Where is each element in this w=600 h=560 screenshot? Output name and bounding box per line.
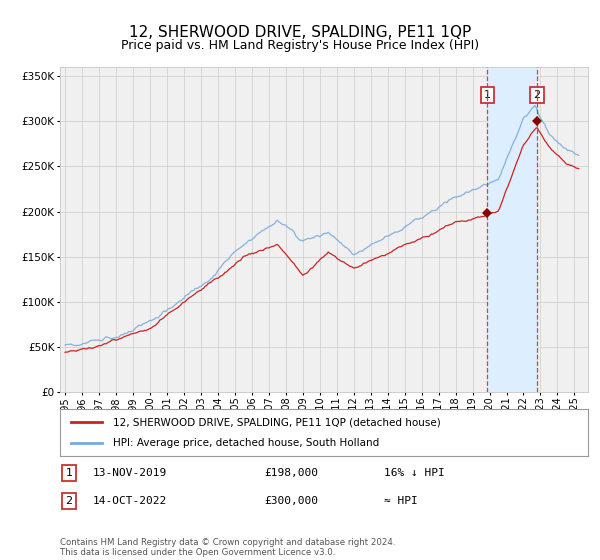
Text: 2: 2 <box>533 90 541 100</box>
Text: Contains HM Land Registry data © Crown copyright and database right 2024.
This d: Contains HM Land Registry data © Crown c… <box>60 538 395 557</box>
Text: 14-OCT-2022: 14-OCT-2022 <box>93 496 167 506</box>
Text: 12, SHERWOOD DRIVE, SPALDING, PE11 1QP: 12, SHERWOOD DRIVE, SPALDING, PE11 1QP <box>129 25 471 40</box>
Text: £300,000: £300,000 <box>264 496 318 506</box>
Text: ≈ HPI: ≈ HPI <box>384 496 418 506</box>
Text: HPI: Average price, detached house, South Holland: HPI: Average price, detached house, Sout… <box>113 438 379 448</box>
Text: 12, SHERWOOD DRIVE, SPALDING, PE11 1QP (detached house): 12, SHERWOOD DRIVE, SPALDING, PE11 1QP (… <box>113 417 440 427</box>
Text: 2: 2 <box>65 496 73 506</box>
Text: Price paid vs. HM Land Registry's House Price Index (HPI): Price paid vs. HM Land Registry's House … <box>121 39 479 52</box>
Text: 13-NOV-2019: 13-NOV-2019 <box>93 468 167 478</box>
Bar <box>487 67 537 392</box>
Text: £198,000: £198,000 <box>264 468 318 478</box>
Text: 1: 1 <box>484 90 491 100</box>
Text: 1: 1 <box>65 468 73 478</box>
Text: 16% ↓ HPI: 16% ↓ HPI <box>384 468 445 478</box>
